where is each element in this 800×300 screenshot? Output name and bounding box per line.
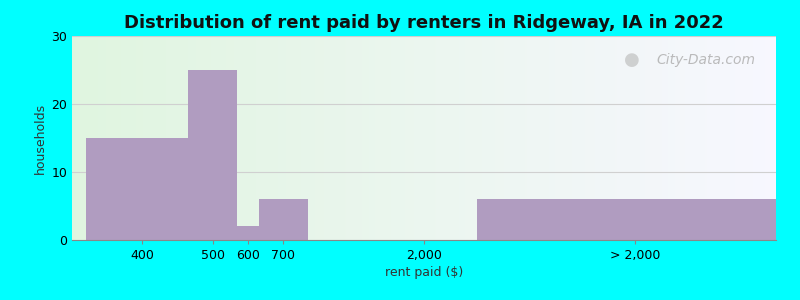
Bar	[188, 70, 238, 240]
Bar	[477, 199, 794, 240]
X-axis label: rent paid ($): rent paid ($)	[385, 266, 463, 279]
Title: Distribution of rent paid by renters in Ridgeway, IA in 2022: Distribution of rent paid by renters in …	[124, 14, 724, 32]
Bar	[234, 226, 262, 240]
Y-axis label: households: households	[34, 102, 47, 174]
Bar	[258, 199, 308, 240]
Text: City-Data.com: City-Data.com	[656, 53, 755, 68]
Bar	[86, 138, 198, 240]
Text: ●: ●	[624, 52, 639, 70]
